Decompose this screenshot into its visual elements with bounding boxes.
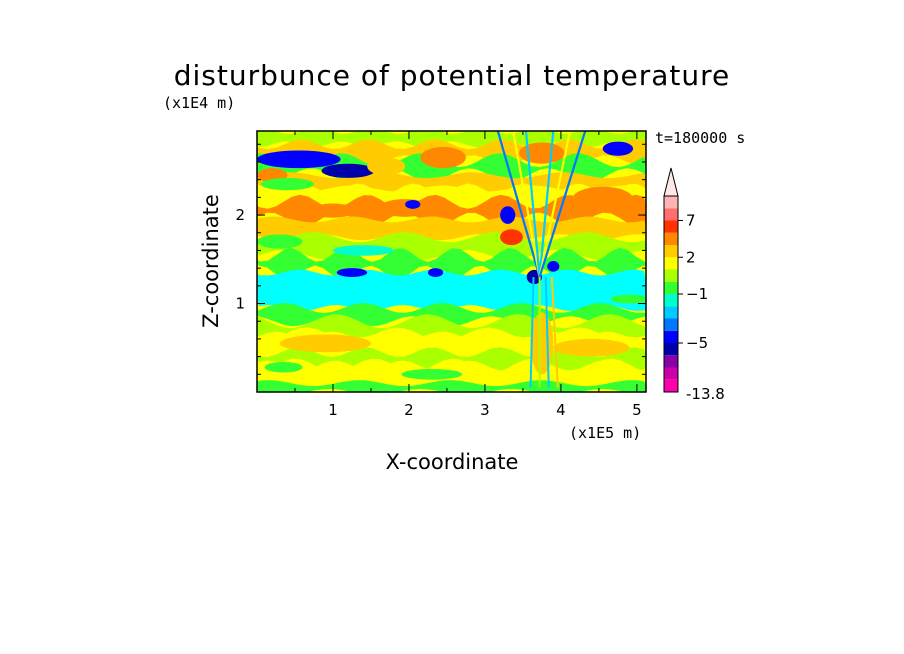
colorbar-segment <box>664 233 678 245</box>
field-patch <box>261 178 314 190</box>
field-patch <box>572 187 633 212</box>
x-unit-label: (x1E5 m) <box>569 424 641 442</box>
colorbar-segment <box>664 368 678 380</box>
field-patch <box>280 334 371 352</box>
colorbar-segment <box>664 355 678 367</box>
x-tick-label: 2 <box>404 401 414 419</box>
field-patch <box>333 245 394 256</box>
x-tick-label: 5 <box>632 401 642 419</box>
field-patch <box>500 206 515 224</box>
field-patch <box>603 142 633 156</box>
colorbar-min-label: -13.8 <box>686 385 725 403</box>
colorbar-label: 2 <box>686 248 696 266</box>
colorbar-segment <box>664 331 678 343</box>
field-patch <box>405 200 420 209</box>
x-axis-label: X-coordinate <box>386 450 519 474</box>
field-patch <box>265 362 303 373</box>
colorbar-segment <box>664 306 678 318</box>
field-patch <box>379 199 432 217</box>
field-patch <box>322 164 375 178</box>
field-patch <box>257 235 303 249</box>
colorbar-label: −1 <box>686 285 708 303</box>
field-patch <box>610 295 648 304</box>
field-patch <box>519 143 565 164</box>
colorbar-segment <box>664 245 678 257</box>
colorbar: 7 2 −1 −5 -13.8 <box>664 168 725 403</box>
colorbar-segment <box>664 380 678 392</box>
field-patch <box>257 150 341 168</box>
colorbar-segment <box>664 319 678 331</box>
colorbar-label: 7 <box>686 212 696 230</box>
field-patch <box>428 268 443 277</box>
field-patch <box>420 147 466 168</box>
x-tick-label: 3 <box>480 401 490 419</box>
y-unit-label: (x1E4 m) <box>163 94 235 112</box>
colorbar-segment <box>664 270 678 282</box>
colorbar-segment <box>664 257 678 269</box>
colorbar-extend-arrow <box>664 168 678 196</box>
colorbar-segment <box>664 208 678 220</box>
field-patch <box>531 312 554 374</box>
contour-field <box>252 128 651 395</box>
y-axis-label: Z-coordinate <box>199 194 223 328</box>
field-patch <box>553 339 629 357</box>
field-patch <box>310 204 356 218</box>
field-patch <box>500 229 523 245</box>
x-tick-label: 1 <box>328 401 338 419</box>
colorbar-segment <box>664 282 678 294</box>
colorbar-segment <box>664 343 678 355</box>
field-bands <box>252 128 651 395</box>
chart-title: disturbunce of potential temperature <box>174 59 731 92</box>
field-patch <box>337 268 367 277</box>
colorbar-segment <box>664 196 678 208</box>
field-patch <box>547 261 559 272</box>
y-tick-label: 1 <box>235 295 245 313</box>
y-tick-label: 2 <box>235 206 245 224</box>
colorbar-segment <box>664 221 678 233</box>
colorbar-segment <box>664 294 678 306</box>
field-patch <box>401 369 462 380</box>
field-patch <box>367 158 405 176</box>
time-label: t=180000 s <box>655 129 745 147</box>
x-tick-label: 4 <box>556 401 566 419</box>
colorbar-label: −5 <box>686 334 708 352</box>
